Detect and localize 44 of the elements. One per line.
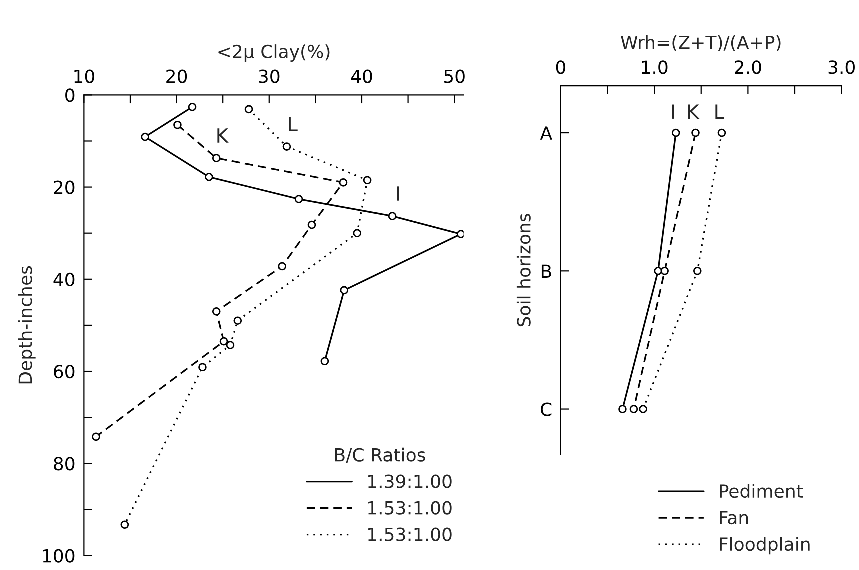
- annotation: I: [397, 186, 400, 201]
- x-tick-label: 0: [556, 60, 566, 74]
- point: [718, 128, 726, 138]
- y-tick-label: A: [540, 126, 552, 140]
- x-tick-label: 30: [259, 70, 280, 84]
- y-tick-label: B: [542, 264, 552, 278]
- legend-label: Fan: [720, 511, 748, 525]
- legend-label: 1.53:1.00: [368, 528, 452, 542]
- x-tick-label: 3.0: [828, 60, 855, 74]
- legend-title: B/C Ratios: [335, 448, 426, 464]
- x-axis-title: <2μ Clay(%): [218, 44, 330, 62]
- y-tick-label: 0: [66, 88, 75, 102]
- legend-label: 1.39:1.00: [368, 474, 452, 488]
- y-axis-title: Depth-inches: [18, 266, 36, 384]
- point: [618, 405, 627, 414]
- annotation: K: [218, 128, 229, 143]
- y-tick-label: 60: [54, 364, 75, 379]
- y-tick-label: 80: [54, 457, 75, 471]
- point: [692, 128, 700, 138]
- y-axis-title: Soil horizons: [516, 214, 531, 327]
- point: [639, 405, 648, 414]
- point: [660, 266, 670, 276]
- y-tick-label: 100: [43, 549, 75, 563]
- annotation: L: [716, 104, 725, 119]
- x-tick-label: 1.0: [642, 60, 668, 74]
- x-tick-label: 50: [444, 70, 465, 84]
- annotation: K: [688, 104, 700, 119]
- point: [654, 266, 662, 276]
- y-tick-label: C: [541, 402, 552, 416]
- legend-label: Floodplain: [720, 537, 810, 555]
- point: [672, 128, 680, 138]
- annotation: L: [289, 117, 298, 132]
- x-tick-label: 2.0: [735, 60, 762, 74]
- point: [693, 266, 702, 276]
- y-tick-label: 40: [54, 272, 75, 287]
- x-tick-label: 40: [351, 70, 372, 84]
- annotation: I: [672, 104, 674, 119]
- legend-label: Pediment: [720, 484, 803, 498]
- y-tick-label: 20: [54, 180, 75, 194]
- x-tick-label: 10: [74, 70, 94, 84]
- point: [630, 405, 638, 414]
- x-tick-label: 20: [166, 70, 188, 84]
- legend-label: 1.53:1.00: [368, 501, 452, 515]
- x-axis-title: Wrh=(Z+T)/(A+P): [621, 35, 781, 52]
